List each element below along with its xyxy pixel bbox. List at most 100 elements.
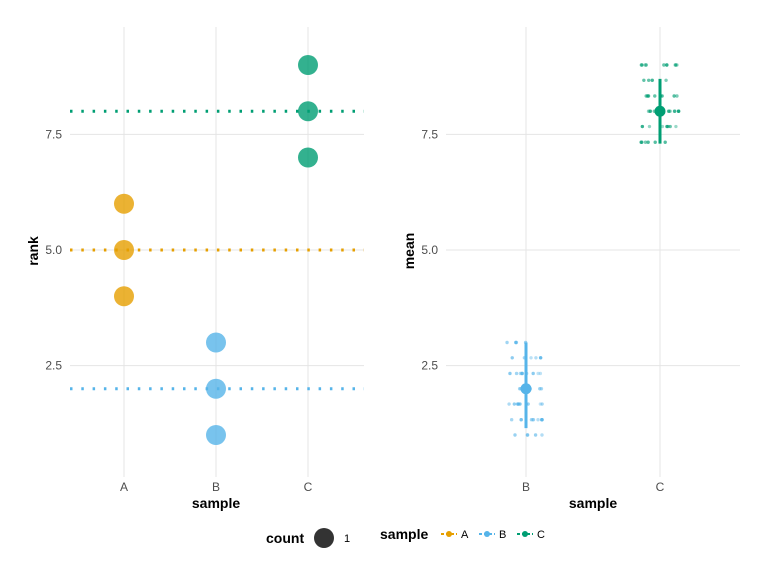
jitter-point-B	[525, 433, 530, 437]
mean-point-B	[520, 383, 532, 395]
jitter-point-C	[653, 94, 657, 98]
y-tick-label: 2.5	[421, 359, 438, 373]
point-A	[114, 286, 134, 307]
jitter-point-C	[648, 109, 652, 113]
y-tick-label: 7.5	[45, 127, 62, 141]
rank-panel-x-ticks: A B C	[120, 480, 313, 494]
y-axis-title-left: rank	[25, 236, 41, 266]
y-tick-label: 5.0	[421, 243, 438, 257]
x-tick-label: B	[522, 480, 530, 494]
jitter-point-B	[513, 433, 517, 437]
jitter-point-B	[517, 387, 522, 391]
jitter-point-B	[519, 418, 523, 422]
jitter-point-C	[650, 78, 654, 82]
jitter-point-C	[640, 124, 645, 129]
rank-panel-grid	[70, 27, 364, 477]
legend-key-point-C	[522, 531, 528, 537]
jitter-point-B	[514, 371, 519, 376]
jitter-point-C	[653, 140, 657, 144]
y-tick-label: 7.5	[421, 127, 438, 141]
mean-point-C	[654, 105, 666, 117]
x-axis-title-right: sample	[569, 495, 617, 511]
legend-count-key	[314, 528, 334, 548]
jitter-point-C	[660, 124, 665, 129]
y-tick-label: 5.0	[45, 243, 62, 257]
jitter-point-B	[529, 356, 533, 360]
legend-key-point-B	[484, 531, 490, 537]
jitter-point-C	[644, 63, 648, 67]
jitter-point-C	[643, 63, 647, 67]
jitter-point-C	[664, 63, 669, 67]
jitter-point-C	[672, 94, 676, 98]
jitter-point-B	[536, 371, 540, 376]
legend-count-title: count	[266, 530, 304, 546]
jitter-point-C	[673, 109, 677, 113]
y-tick-label: 2.5	[45, 359, 62, 373]
jitter-point-C	[662, 63, 666, 67]
x-tick-label: B	[212, 480, 220, 494]
jitter-point-C	[646, 109, 651, 113]
jitter-point-B	[518, 402, 522, 406]
legend-label-B: B	[499, 529, 506, 541]
mean-panel-y-ticks: 2.5 5.0 7.5	[421, 127, 438, 372]
jitter-point-B	[538, 356, 543, 360]
legend-label-A: A	[461, 529, 469, 541]
jitter-point-C	[675, 94, 679, 98]
jitter-point-B	[536, 418, 540, 422]
y-axis-title-right: mean	[401, 233, 417, 270]
mean-panel-jitter-points	[505, 63, 681, 437]
jitter-point-B	[512, 402, 517, 406]
x-tick-label: A	[120, 480, 128, 494]
jitter-point-C	[675, 63, 679, 67]
jitter-point-C	[646, 140, 650, 144]
jitter-point-C	[648, 109, 653, 113]
jitter-point-C	[676, 109, 681, 113]
jitter-point-C	[647, 124, 652, 129]
jitter-point-C	[674, 63, 678, 67]
jitter-point-C	[674, 124, 678, 129]
jitter-point-C	[667, 109, 671, 113]
jitter-point-C	[645, 94, 650, 98]
jitter-point-C	[644, 63, 648, 67]
jitter-point-B	[520, 371, 524, 376]
jitter-point-C	[664, 78, 668, 82]
jitter-point-B	[538, 387, 542, 391]
jitter-point-B	[534, 356, 538, 360]
x-tick-label: C	[656, 480, 665, 494]
point-C	[298, 147, 318, 168]
jitter-point-B	[505, 340, 509, 345]
jitter-point-C	[665, 124, 669, 129]
point-A	[114, 240, 134, 260]
jitter-point-C	[673, 63, 677, 67]
jitter-point-C	[639, 63, 644, 67]
jitter-point-B	[519, 418, 523, 422]
legend-label-C: C	[537, 529, 545, 541]
mean-panel-grid	[446, 27, 740, 477]
point-A	[114, 193, 134, 214]
point-C	[298, 55, 318, 75]
legend-sample-items: A B C	[441, 529, 545, 541]
jitter-point-B	[538, 371, 543, 376]
jitter-point-C	[665, 63, 669, 67]
x-axis-title-left: sample	[192, 495, 240, 511]
jitter-point-B	[531, 371, 535, 376]
jitter-point-B	[539, 418, 544, 422]
jitter-point-B	[529, 418, 534, 422]
point-B	[206, 332, 226, 353]
jitter-point-B	[515, 402, 520, 406]
jitter-point-B	[514, 340, 518, 345]
point-B	[206, 425, 226, 445]
rank-panel: 2.5 5.0 7.5 A B C sample rank	[25, 27, 364, 511]
legend-count-label: 1	[344, 533, 350, 545]
jitter-point-B	[508, 371, 512, 376]
jitter-point-C	[666, 109, 671, 113]
rank-panel-points	[114, 55, 318, 445]
point-C	[298, 101, 318, 122]
jitter-point-C	[640, 140, 644, 144]
jitter-point-B	[520, 371, 525, 376]
jitter-point-C	[650, 78, 655, 82]
point-B	[206, 378, 226, 399]
jitter-point-C	[668, 109, 672, 113]
